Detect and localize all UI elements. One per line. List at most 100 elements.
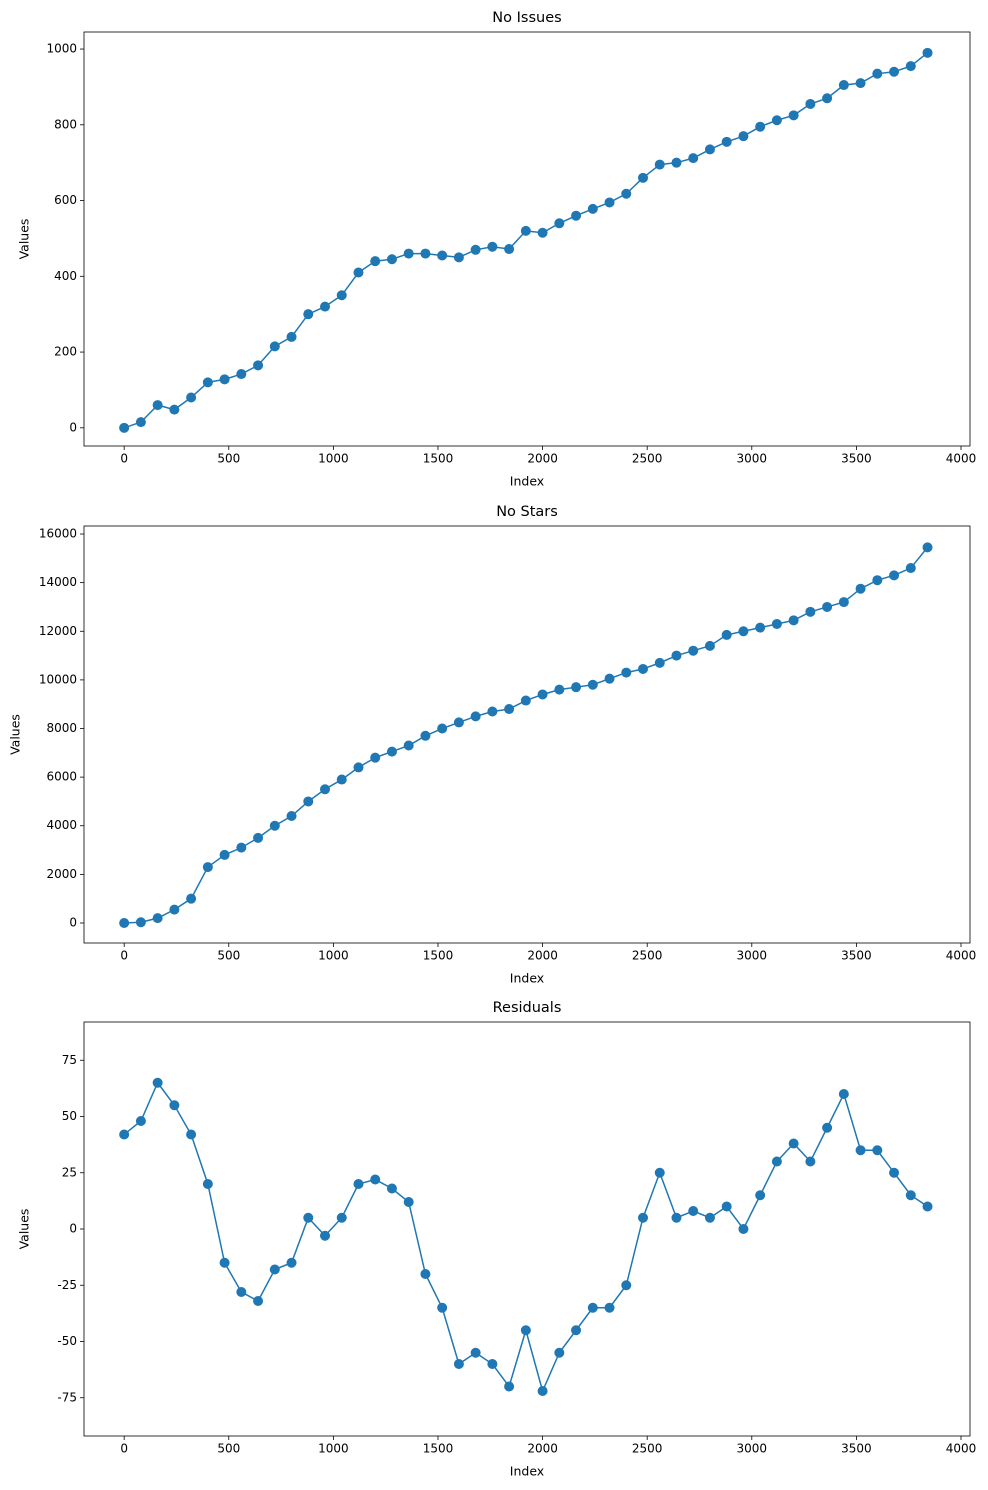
data-point (386, 254, 397, 265)
data-point (889, 1167, 900, 1178)
data-point (889, 66, 900, 77)
data-point (805, 1156, 816, 1167)
y-axis-label: Values (8, 714, 23, 755)
data-point (805, 606, 816, 617)
data-point (135, 1116, 146, 1126)
data-point (922, 1201, 933, 1212)
data-point (805, 98, 816, 109)
data-point (119, 1129, 130, 1140)
data-point (186, 1129, 197, 1140)
data-line (124, 546, 929, 924)
data-point (386, 1183, 397, 1194)
data-point (755, 622, 766, 633)
data-point (922, 542, 933, 553)
data-point (152, 1077, 163, 1088)
data-point (604, 197, 615, 208)
y-tick-label: 10000 (39, 672, 77, 686)
plot-frame (83, 1021, 971, 1437)
data-point (905, 1190, 916, 1201)
y-tick-label: 6000 (46, 770, 77, 784)
x-tick-label: 1000 (318, 452, 349, 466)
data-point (922, 47, 933, 58)
data-point (403, 1197, 414, 1207)
data-point (453, 252, 464, 263)
y-tick-label: 0 (69, 1222, 77, 1236)
data-point (905, 563, 916, 574)
data-point (654, 657, 665, 668)
data-point (771, 618, 782, 629)
data-point (370, 1174, 381, 1185)
data-point (855, 78, 866, 89)
data-point (169, 1100, 180, 1111)
data-point (621, 188, 632, 199)
chart-title: Residuals (493, 1000, 562, 1016)
x-tick-label: 500 (217, 452, 240, 466)
data-line (123, 1081, 928, 1394)
x-tick-label: 0 (120, 1442, 128, 1456)
y-tick-label: -50 (57, 1334, 77, 1348)
plot-frame (83, 525, 971, 944)
y-tick-label: 4000 (46, 818, 77, 832)
data-point (520, 695, 531, 706)
data-point (253, 832, 264, 843)
x-tick-label: 2500 (632, 949, 663, 963)
data-point (253, 360, 264, 371)
data-point (370, 752, 381, 763)
y-tick-label: 400 (54, 269, 77, 283)
data-point (286, 811, 297, 822)
data-point (169, 904, 180, 915)
data-point (855, 583, 866, 594)
data-point (554, 1347, 565, 1358)
data-point (855, 1145, 866, 1156)
data-point (571, 682, 582, 693)
data-point (554, 684, 565, 695)
data-point (755, 121, 766, 132)
data-point (403, 248, 414, 259)
data-point (202, 862, 213, 873)
data-point (621, 1280, 632, 1291)
data-point (788, 615, 799, 626)
data-point (671, 650, 682, 661)
plot-frame (83, 31, 971, 447)
data-point (353, 1179, 364, 1189)
y-tick-label: 200 (54, 345, 77, 359)
x-tick-label: 0 (120, 452, 128, 466)
data-point (303, 1212, 314, 1223)
x-tick-label: 2000 (527, 949, 558, 963)
data-point (872, 68, 883, 79)
data-point (822, 93, 833, 104)
x-axis-label: Index (510, 971, 544, 986)
data-point (437, 250, 448, 261)
data-point (520, 1325, 531, 1336)
data-point (186, 392, 197, 403)
data-point (219, 374, 230, 385)
data-point (587, 203, 598, 214)
data-point (838, 80, 849, 91)
data-point (587, 1302, 598, 1313)
x-tick-label: 1500 (423, 949, 454, 963)
data-point (554, 218, 565, 229)
data-point (487, 706, 498, 717)
x-tick-label: 3000 (737, 452, 768, 466)
data-point (704, 640, 715, 651)
data-point (386, 746, 397, 757)
data-point (905, 61, 916, 72)
y-tick-label: 600 (54, 193, 77, 207)
data-point (537, 1386, 548, 1396)
data-point (704, 144, 715, 155)
data-point (269, 341, 280, 352)
data-point (336, 290, 347, 301)
data-point (771, 115, 782, 126)
y-tick-label: 8000 (46, 721, 77, 735)
data-point (571, 210, 582, 221)
chart-title: No Stars (496, 504, 558, 520)
data-point (621, 667, 632, 678)
data-point (604, 1302, 615, 1313)
data-point (420, 1269, 431, 1279)
data-point (504, 244, 515, 255)
data-point (303, 309, 314, 320)
data-point (169, 404, 180, 415)
x-tick-label: 1500 (423, 452, 454, 466)
data-point (370, 256, 381, 267)
